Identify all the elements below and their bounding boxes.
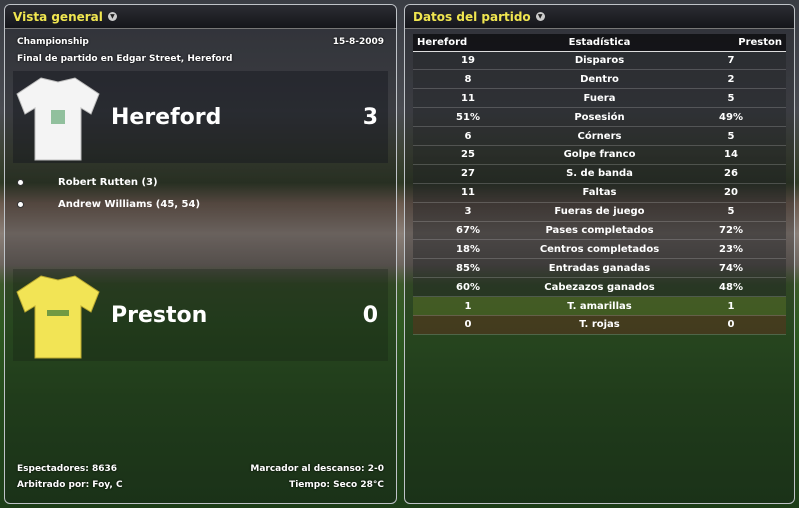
table-row: 85% Entradas ganadas 74% bbox=[413, 258, 786, 279]
table-row: 18% Centros completados 23% bbox=[413, 239, 786, 260]
home-value: 3 bbox=[413, 202, 523, 222]
stats-title: Datos del partido bbox=[413, 9, 531, 24]
home-value: 85% bbox=[413, 258, 523, 279]
home-value: 51% bbox=[413, 107, 523, 128]
stat-name: T. rojas bbox=[523, 315, 676, 335]
away-value: 1 bbox=[676, 296, 786, 316]
away-value: 20 bbox=[676, 183, 786, 203]
dropdown-icon[interactable]: ▼ bbox=[107, 12, 117, 21]
table-row: 19 Disparos 7 bbox=[413, 51, 786, 71]
home-value: 8 bbox=[413, 69, 523, 90]
away-team-name[interactable]: Preston bbox=[111, 302, 208, 328]
away-value: 0 bbox=[676, 315, 786, 335]
ball-icon bbox=[17, 201, 24, 208]
away-value: 72% bbox=[676, 221, 786, 241]
table-row: 8 Dentro 2 bbox=[413, 69, 786, 90]
home-value: 18% bbox=[413, 239, 523, 260]
table-row: 60% Cabezazos ganados 48% bbox=[413, 277, 786, 298]
referee: Arbitrado por: Foy, C bbox=[17, 480, 123, 490]
away-value: 23% bbox=[676, 239, 786, 260]
stat-name: Posesión bbox=[523, 107, 676, 128]
scorer-name[interactable]: Andrew Williams (45, 54) bbox=[58, 199, 201, 210]
home-team: Hereford 3 bbox=[13, 71, 388, 163]
stat-name: Cabezazos ganados bbox=[523, 277, 676, 298]
scorer-name[interactable]: Robert Rutten (3) bbox=[58, 177, 158, 188]
home-score: 3 bbox=[362, 104, 378, 130]
stats-panel: Datos del partido ▼ Hereford Estadística… bbox=[404, 4, 795, 504]
away-value: 74% bbox=[676, 258, 786, 279]
home-team-name[interactable]: Hereford bbox=[111, 104, 222, 130]
stat-name: Entradas ganadas bbox=[523, 258, 676, 279]
away-score: 0 bbox=[362, 302, 378, 328]
home-value: 11 bbox=[413, 183, 523, 203]
away-value: 49% bbox=[676, 107, 786, 128]
table-row: 1 T. amarillas 1 bbox=[413, 296, 786, 316]
table-row: 67% Pases completados 72% bbox=[413, 221, 786, 241]
away-value: 48% bbox=[676, 277, 786, 298]
halftime-score: Marcador al descanso: 2-0 bbox=[250, 464, 384, 474]
stat-name: Faltas bbox=[523, 183, 676, 203]
stat-name: Pases completados bbox=[523, 221, 676, 241]
table-row: 11 Fuera 5 bbox=[413, 88, 786, 109]
home-value: 67% bbox=[413, 221, 523, 241]
stat-name: Fueras de juego bbox=[523, 202, 676, 222]
table-row: 11 Faltas 20 bbox=[413, 183, 786, 203]
home-value: 27 bbox=[413, 164, 523, 184]
stat-name: T. amarillas bbox=[523, 296, 676, 316]
table-row: 6 Córners 5 bbox=[413, 126, 786, 146]
away-team: Preston 0 bbox=[13, 269, 388, 361]
table-row: 27 S. de banda 26 bbox=[413, 164, 786, 184]
home-value: 6 bbox=[413, 126, 523, 146]
overview-header: Vista general ▼ bbox=[5, 5, 396, 29]
stats-table: Hereford Estadística Preston 19 Disparos 7… bbox=[413, 34, 786, 335]
away-value: 5 bbox=[676, 126, 786, 146]
attendance: Espectadores: 8636 bbox=[17, 464, 118, 474]
match-date: 15-8-2009 bbox=[332, 37, 384, 47]
home-value: 11 bbox=[413, 88, 523, 109]
away-value: 5 bbox=[676, 202, 786, 222]
home-value: 19 bbox=[413, 51, 523, 71]
stat-name: Disparos bbox=[523, 51, 676, 71]
away-value: 14 bbox=[676, 145, 786, 165]
home-value: 60% bbox=[413, 277, 523, 298]
home-value: 25 bbox=[413, 145, 523, 165]
table-row: 3 Fueras de juego 5 bbox=[413, 202, 786, 222]
away-value: 7 bbox=[676, 51, 786, 71]
home-value: 1 bbox=[413, 296, 523, 316]
stat-name: Fuera bbox=[523, 88, 676, 109]
scorer-item: Andrew Williams (45, 54) bbox=[17, 199, 200, 210]
stat-name: S. de banda bbox=[523, 164, 676, 184]
overview-title: Vista general bbox=[13, 9, 103, 24]
stat-name: Golpe franco bbox=[523, 145, 676, 165]
weather: Tiempo: Seco 28°C bbox=[289, 480, 384, 490]
away-value: 26 bbox=[676, 164, 786, 184]
competition: Championship bbox=[17, 37, 89, 47]
stat-name: Dentro bbox=[523, 69, 676, 90]
home-shirt-icon bbox=[16, 77, 100, 161]
table-row: 51% Posesión 49% bbox=[413, 107, 786, 128]
scorer-item: Robert Rutten (3) bbox=[17, 177, 158, 188]
table-row: 0 T. rojas 0 bbox=[413, 315, 786, 335]
stat-name: Centros completados bbox=[523, 239, 676, 260]
stat-name: Córners bbox=[523, 126, 676, 146]
away-shirt-icon bbox=[16, 275, 100, 359]
away-value: 5 bbox=[676, 88, 786, 109]
dropdown-icon[interactable]: ▼ bbox=[535, 12, 545, 21]
away-value: 2 bbox=[676, 69, 786, 90]
overview-panel: Vista general ▼ Championship 15-8-2009 F… bbox=[4, 4, 397, 504]
ball-icon bbox=[17, 179, 24, 186]
home-value: 0 bbox=[413, 315, 523, 335]
stats-header: Datos del partido ▼ bbox=[405, 5, 794, 29]
column-header-stat[interactable]: Estadística bbox=[523, 34, 676, 52]
column-header-away[interactable]: Preston bbox=[676, 34, 786, 52]
table-row: 25 Golpe franco 14 bbox=[413, 145, 786, 165]
column-header-home[interactable]: Hereford bbox=[413, 34, 523, 52]
venue: Final de partido en Edgar Street, Herefo… bbox=[17, 54, 233, 64]
